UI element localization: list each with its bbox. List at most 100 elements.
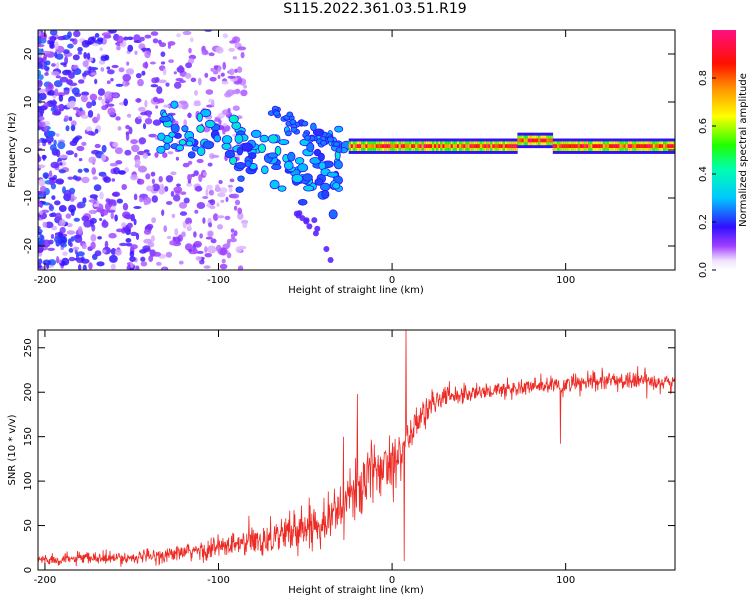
noise-blob xyxy=(150,84,159,88)
spectrogram-y-ticks: -20 -10 0 10 20 xyxy=(23,48,675,254)
noise-blob xyxy=(160,51,166,57)
noise-blob xyxy=(166,235,172,240)
carrier-core xyxy=(388,144,391,148)
noise-blob xyxy=(184,243,193,251)
noise-blob xyxy=(199,233,203,239)
noise-blob xyxy=(221,258,226,264)
branch-blob xyxy=(283,160,294,171)
noise-blob xyxy=(142,123,147,130)
noise-blob xyxy=(87,110,94,118)
carrier-core xyxy=(363,144,366,148)
carrier-core xyxy=(484,144,487,148)
branch-blob xyxy=(312,230,319,237)
carrier-core xyxy=(588,144,591,148)
carrier-core xyxy=(350,144,354,148)
noise-blob xyxy=(161,209,165,216)
noise-blob xyxy=(84,169,90,173)
noise-blob xyxy=(176,183,181,187)
carrier-core xyxy=(496,144,499,148)
noise-blob xyxy=(49,40,55,49)
carrier-core xyxy=(552,144,556,148)
noise-blob xyxy=(38,111,41,117)
noise-blob xyxy=(87,130,95,136)
noise-blob xyxy=(140,256,146,262)
carrier-core xyxy=(457,144,460,148)
carrier-core xyxy=(617,144,620,148)
noise-blob xyxy=(71,65,78,70)
carrier-core xyxy=(438,144,441,148)
branch-blob xyxy=(157,132,166,141)
noise-blob xyxy=(44,72,49,76)
noise-blob xyxy=(165,82,170,87)
spectrogram-x-axis-label: Height of straight line (km) xyxy=(288,285,424,296)
noise-blob xyxy=(128,126,133,135)
noise-blob xyxy=(193,170,199,177)
snr-y-tick-label: 100 xyxy=(23,472,34,491)
noise-blob xyxy=(54,80,63,88)
noise-blob xyxy=(153,251,161,257)
noise-blob xyxy=(106,69,115,75)
carrier-core xyxy=(365,144,368,148)
noise-blob xyxy=(110,211,115,220)
noise-blob xyxy=(231,193,240,199)
noise-blob xyxy=(108,232,117,239)
noise-blob xyxy=(38,178,46,187)
noise-blob xyxy=(217,224,223,230)
noise-blob xyxy=(205,236,213,240)
noise-blob xyxy=(226,252,232,259)
branch-blob xyxy=(204,119,216,129)
snr-y-tick-label: 200 xyxy=(23,383,34,402)
carrier-core xyxy=(454,144,458,148)
noise-blob xyxy=(38,88,47,94)
noise-blob xyxy=(72,246,80,251)
noise-blob xyxy=(41,209,50,213)
noise-blob xyxy=(76,203,83,209)
noise-blob xyxy=(240,89,248,97)
noise-blob xyxy=(114,249,122,256)
noise-blob xyxy=(204,246,208,253)
carrier-core xyxy=(673,144,675,148)
noise-blob xyxy=(83,52,88,59)
noise-blob xyxy=(154,152,159,158)
branch-blob xyxy=(235,186,244,193)
noise-blob xyxy=(49,30,58,36)
noise-blob xyxy=(134,159,141,166)
noise-blob xyxy=(229,237,237,243)
branch-blob xyxy=(287,151,296,162)
noise-blob xyxy=(55,212,62,221)
carrier-core xyxy=(371,144,374,148)
carrier-core xyxy=(538,138,541,143)
noise-blob xyxy=(208,222,213,228)
noise-blob xyxy=(233,80,242,85)
noise-blob xyxy=(38,48,43,55)
carrier-core xyxy=(475,144,479,148)
branch-blob xyxy=(181,125,189,133)
noise-blob xyxy=(229,178,235,183)
carrier-core xyxy=(573,144,576,148)
noise-blob xyxy=(38,30,42,37)
colorbar-ticks: 0.0 0.2 0.4 0.6 0.8 xyxy=(698,70,716,278)
noise-blob xyxy=(68,187,76,195)
carrier-core xyxy=(519,138,522,143)
noise-blob xyxy=(91,149,100,155)
noise-blob xyxy=(42,139,48,144)
branch-blob xyxy=(289,119,297,125)
branch-blob xyxy=(248,152,257,160)
noise-blob xyxy=(230,228,235,233)
noise-blob xyxy=(197,77,202,86)
noise-blob xyxy=(49,144,57,152)
noise-blob xyxy=(55,75,62,79)
carrier-core xyxy=(623,144,626,148)
figure-title: S115.2022.361.03.51.R19 xyxy=(283,1,467,17)
noise-blob xyxy=(222,128,226,135)
noise-blob xyxy=(59,76,69,83)
noise-blob xyxy=(215,46,224,54)
carrier-core xyxy=(463,144,466,148)
noise-blob xyxy=(82,197,87,204)
carrier-core xyxy=(396,144,399,148)
noise-blob xyxy=(90,72,97,76)
noise-blob xyxy=(229,40,236,44)
noise-blob xyxy=(81,176,90,184)
noise-blob xyxy=(131,144,140,153)
noise-blob xyxy=(49,213,55,218)
